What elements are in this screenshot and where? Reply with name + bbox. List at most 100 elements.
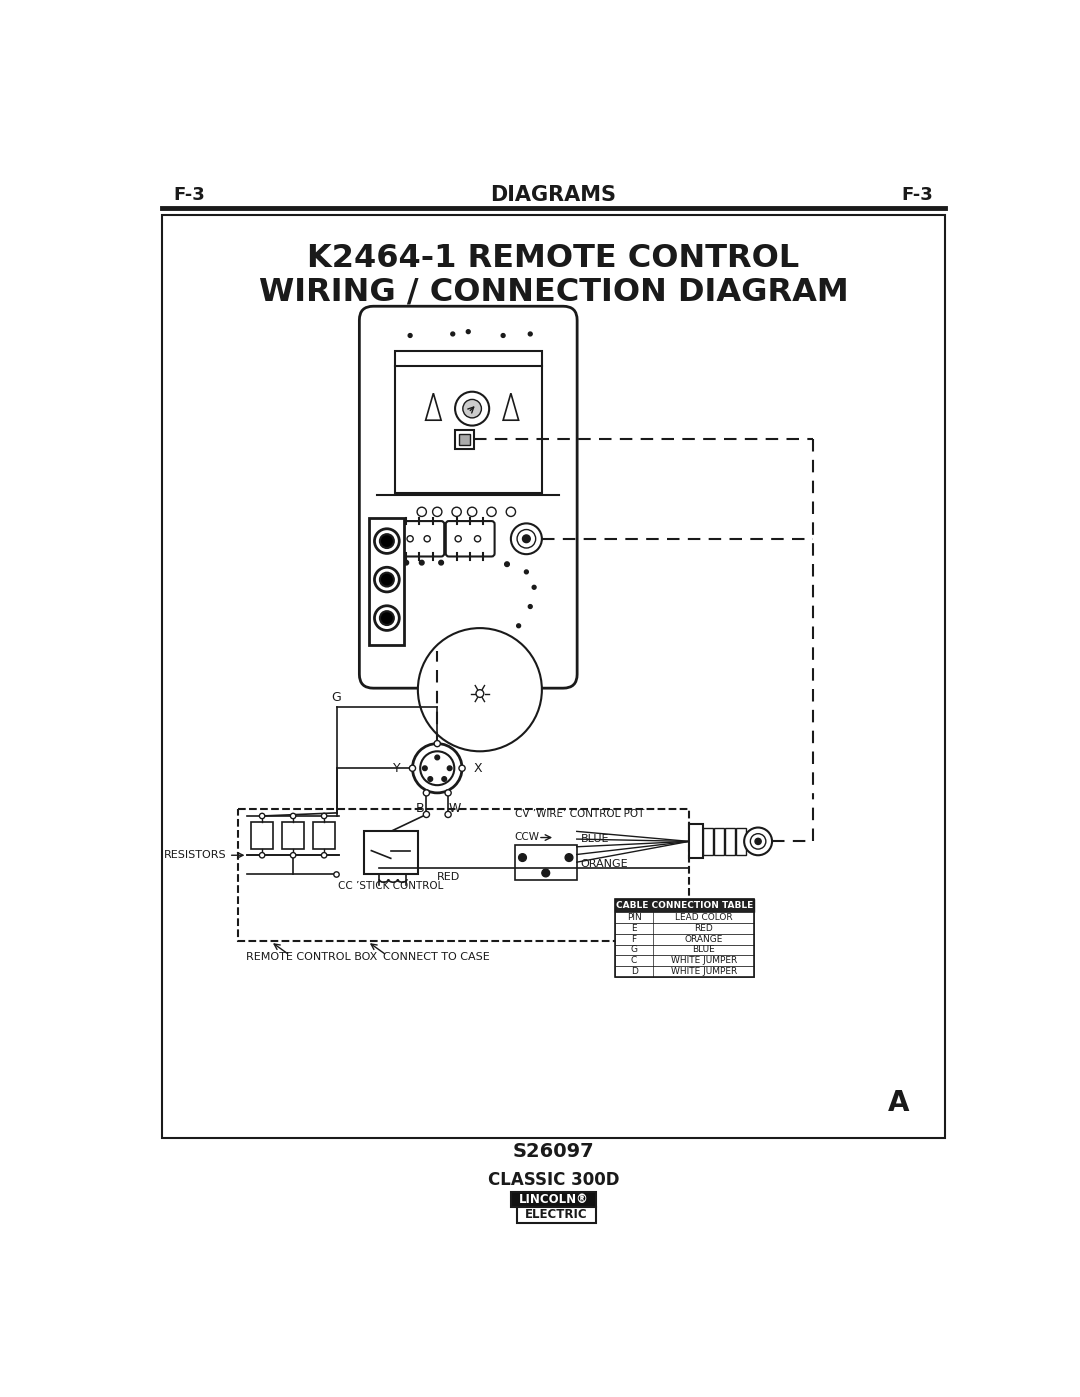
Circle shape [334,872,339,877]
Text: CC ’STICK CONTROL: CC ’STICK CONTROL [338,882,444,891]
Circle shape [445,789,451,796]
Circle shape [322,852,327,858]
Bar [615,956,754,967]
Text: K2464-1 REMOTE CONTROL: K2464-1 REMOTE CONTROL [308,243,799,274]
Circle shape [418,629,542,752]
Bar [252,823,273,849]
Bar [511,1192,596,1207]
Bar [689,824,703,858]
Bar [459,434,470,444]
Circle shape [501,334,505,338]
Bar [615,900,754,977]
Bar [238,809,689,942]
Circle shape [474,535,481,542]
Circle shape [428,777,433,781]
Circle shape [375,606,400,630]
Text: C: C [631,956,637,965]
Circle shape [291,813,296,819]
Circle shape [517,529,536,548]
Circle shape [516,624,521,627]
Polygon shape [503,393,518,420]
Circle shape [511,524,542,555]
Circle shape [751,834,766,849]
Text: B: B [416,802,424,814]
Circle shape [532,585,536,590]
Text: ORANGE: ORANGE [581,859,629,869]
Bar [714,827,724,855]
Text: ELECTRIC: ELECTRIC [525,1208,588,1221]
Bar [369,518,404,645]
Circle shape [755,838,761,844]
Text: LINCOLN®: LINCOLN® [518,1193,589,1206]
Circle shape [525,570,528,574]
Text: CCW: CCW [515,833,540,842]
Text: F: F [632,935,637,944]
Text: F-3: F-3 [174,186,205,204]
Circle shape [380,573,394,587]
Text: LEAD COLOR: LEAD COLOR [675,914,732,922]
Text: CLASSIC 300D: CLASSIC 300D [488,1171,619,1189]
Bar [615,923,754,933]
Text: E: E [632,923,637,933]
Circle shape [322,813,327,819]
Bar [313,823,335,849]
Circle shape [259,852,265,858]
FancyBboxPatch shape [395,521,444,556]
Circle shape [528,605,532,609]
Circle shape [744,827,772,855]
Circle shape [487,507,496,517]
Circle shape [435,756,440,760]
Text: CV ’WIRE’ CONTROL POT: CV ’WIRE’ CONTROL POT [515,809,644,819]
Bar [162,215,945,1137]
Circle shape [404,560,408,564]
Text: F-3: F-3 [902,186,933,204]
Text: WIRING / CONNECTION DIAGRAM: WIRING / CONNECTION DIAGRAM [258,277,849,307]
Text: W: W [448,802,460,814]
Text: ORANGE: ORANGE [685,935,723,944]
Circle shape [468,507,476,517]
Bar [615,944,754,956]
Bar [517,1207,596,1222]
Bar [615,912,754,923]
Circle shape [419,560,424,564]
Circle shape [542,869,550,877]
Circle shape [467,330,470,334]
Bar [615,933,754,944]
Circle shape [450,332,455,335]
Circle shape [442,777,446,781]
Text: RED: RED [437,872,460,882]
Text: G: G [332,692,341,704]
Circle shape [375,567,400,592]
Circle shape [433,507,442,517]
Text: X: X [473,761,482,775]
Text: CABLE CONNECTION TABLE: CABLE CONNECTION TABLE [616,901,753,911]
Text: G: G [631,946,637,954]
Circle shape [423,812,430,817]
Text: DIAGRAMS: DIAGRAMS [490,184,617,204]
Circle shape [413,743,462,793]
Circle shape [408,334,413,338]
Text: PIN: PIN [626,914,642,922]
Text: S26097: S26097 [513,1143,594,1161]
Circle shape [409,766,416,771]
Circle shape [528,332,532,335]
Text: CONNECT TO CASE: CONNECT TO CASE [383,951,489,963]
Text: REMOTE CONTROL BOX: REMOTE CONTROL BOX [246,951,377,963]
Circle shape [417,507,427,517]
FancyBboxPatch shape [446,521,495,556]
Circle shape [375,529,400,553]
Circle shape [434,740,441,746]
Text: BLUE: BLUE [581,834,609,844]
Circle shape [523,535,530,542]
Circle shape [476,690,484,697]
Circle shape [291,852,296,858]
Circle shape [507,507,515,517]
Circle shape [423,789,430,796]
Text: RED: RED [694,923,713,933]
Circle shape [504,562,510,567]
Circle shape [463,400,482,418]
Polygon shape [426,393,441,420]
Bar [725,827,734,855]
Text: BLUE: BLUE [692,946,715,954]
Circle shape [380,534,394,548]
